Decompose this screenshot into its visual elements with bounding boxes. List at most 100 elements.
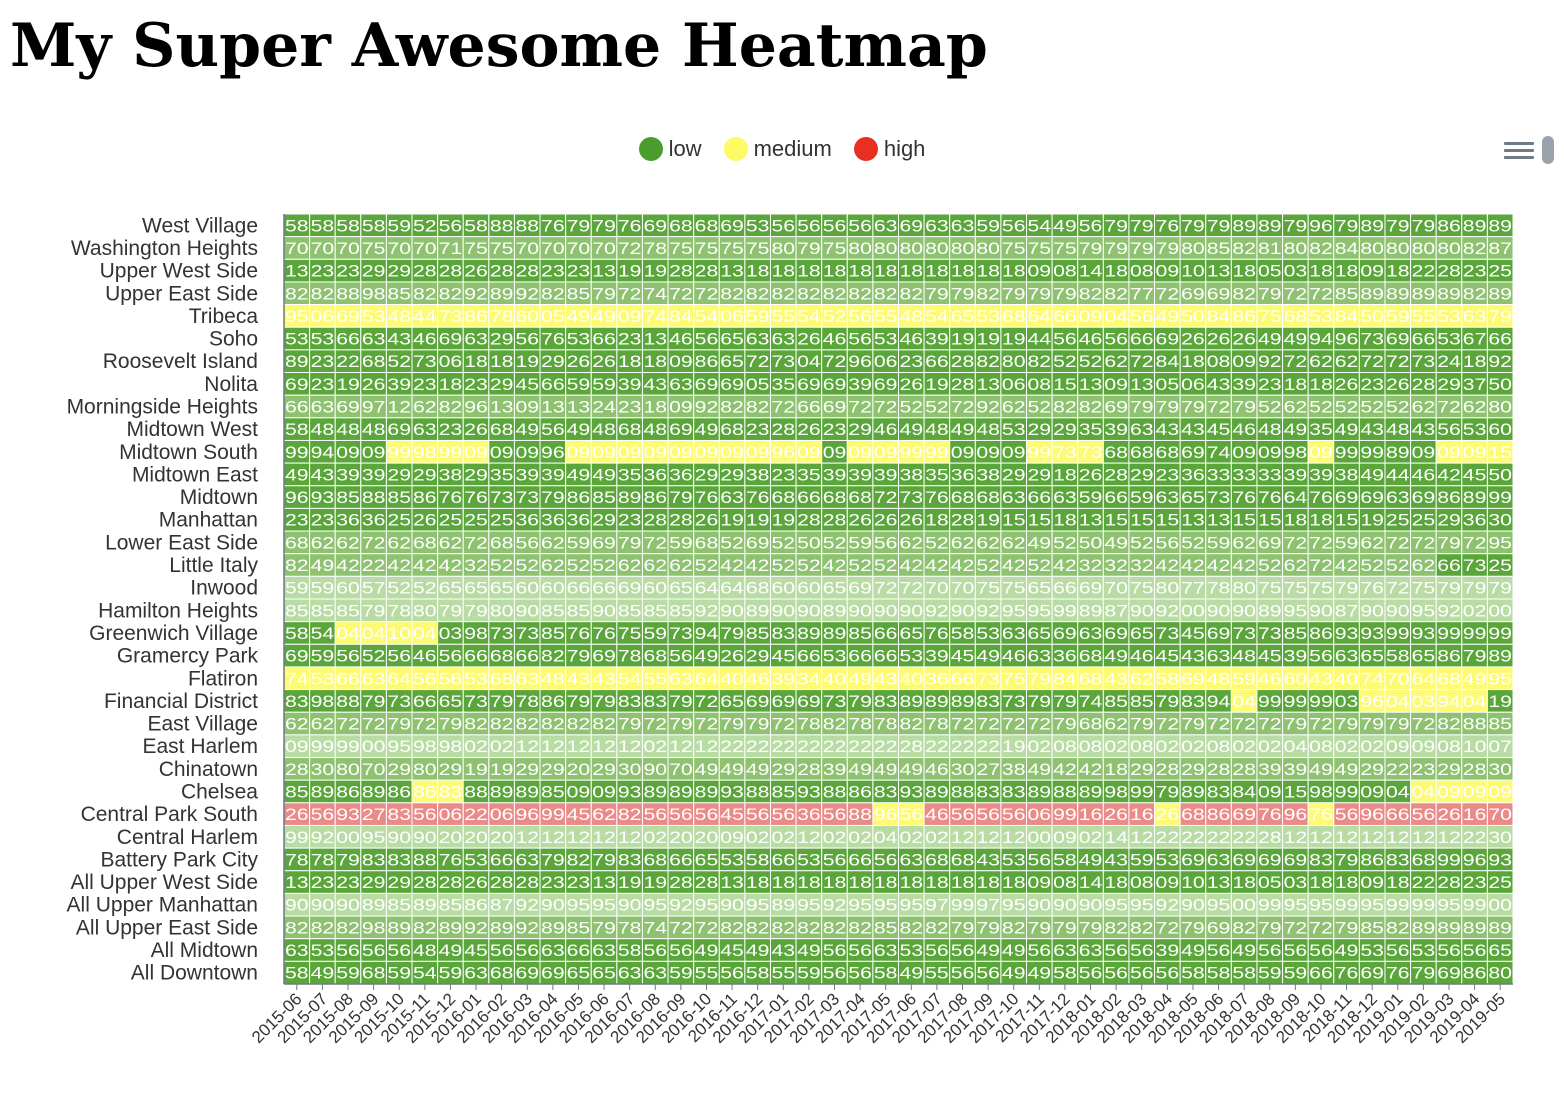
cell-label: 19 — [746, 511, 770, 530]
cell-label: 73 — [976, 669, 1000, 688]
legend-item-high[interactable]: high — [853, 136, 925, 162]
cell-label: 56 — [515, 533, 539, 552]
cell-label: 39 — [618, 375, 642, 394]
cell-label: 48 — [1386, 420, 1410, 439]
cell-label: 26 — [362, 375, 386, 394]
cell-label: 12 — [387, 398, 411, 417]
cell-label: 86 — [464, 896, 488, 915]
cell-label: 82 — [746, 398, 770, 417]
cell-label: 69 — [1258, 533, 1282, 552]
cell-label: 60 — [515, 307, 539, 326]
cell-label: 56 — [439, 216, 463, 235]
cell-label: 88 — [823, 783, 847, 802]
hamburger-menu-icon[interactable] — [1500, 136, 1536, 164]
cell-label: 82 — [413, 284, 437, 303]
cell-label: 53 — [1437, 307, 1461, 326]
cell-label: 46 — [669, 330, 693, 349]
cell-label: 12 — [669, 737, 693, 756]
cell-label: 09 — [1053, 828, 1077, 847]
cell-label: 53 — [567, 330, 591, 349]
cell-label: 85 — [541, 783, 565, 802]
cell-label: 08 — [1028, 375, 1052, 394]
cell-label: 49 — [1463, 669, 1487, 688]
cell-label: 29 — [387, 760, 411, 779]
cell-label: 95 — [1104, 896, 1128, 915]
cell-label: 75 — [490, 239, 514, 258]
cell-label: 14 — [1104, 828, 1128, 847]
cell-label: 85 — [669, 601, 693, 620]
cell-label: 92 — [1156, 896, 1180, 915]
cell-label: 93 — [1488, 850, 1512, 869]
cell-label: 09 — [1488, 783, 1512, 802]
cell-label: 79 — [490, 692, 514, 711]
cell-label: 80 — [874, 239, 898, 258]
legend-item-medium[interactable]: medium — [723, 136, 832, 162]
cell-label: 92 — [976, 601, 1000, 620]
cell-label: 62 — [669, 556, 693, 575]
cell-label: 52 — [1181, 533, 1205, 552]
legend-item-low[interactable]: low — [638, 136, 702, 162]
cell-label: 40 — [900, 669, 924, 688]
cell-label: 45 — [1156, 647, 1180, 666]
cell-label: 82 — [900, 918, 924, 937]
cell-label: 99 — [1284, 692, 1308, 711]
cell-label: 99 — [1488, 488, 1512, 507]
cell-label: 97 — [976, 896, 1000, 915]
cell-label: 88 — [336, 692, 360, 711]
cell-label: 39 — [515, 465, 539, 484]
cell-label: 69 — [1181, 284, 1205, 303]
cell-label: 70 — [1386, 669, 1410, 688]
cell-label: 66 — [1053, 579, 1077, 598]
cell-label: 02 — [925, 828, 949, 847]
cell-label: 49 — [1232, 941, 1256, 960]
cell-label: 09 — [1104, 375, 1128, 394]
cell-label: 68 — [643, 647, 667, 666]
cell-label: 56 — [1207, 941, 1231, 960]
cell-label: 22 — [1412, 262, 1436, 281]
cell-label: 96 — [541, 443, 565, 462]
cell-label: 18 — [1284, 375, 1308, 394]
cell-label: 35 — [1309, 420, 1333, 439]
cell-label: 82 — [746, 284, 770, 303]
cell-label: 60 — [541, 579, 565, 598]
cell-label: 35 — [1079, 420, 1103, 439]
cell-label: 56 — [1463, 941, 1487, 960]
cell-label: 93 — [1360, 624, 1384, 643]
cell-label: 43 — [387, 330, 411, 349]
cell-label: 35 — [490, 465, 514, 484]
y-tick-label: Midtown — [180, 486, 258, 509]
cell-label: 75 — [1258, 307, 1282, 326]
cell-label: 72 — [1309, 556, 1333, 575]
cell-label: 94 — [695, 624, 719, 643]
cell-label: 46 — [1258, 669, 1282, 688]
cell-label: 70 — [387, 239, 411, 258]
cell-label: 59 — [1335, 533, 1359, 552]
cell-label: 56 — [1309, 647, 1333, 666]
cell-label: 62 — [900, 533, 924, 552]
cell-label: 72 — [336, 715, 360, 734]
cell-label: 92 — [976, 398, 1000, 417]
cell-label: 69 — [515, 964, 539, 983]
cell-label: 54 — [413, 964, 437, 983]
cell-label: 95 — [1002, 601, 1026, 620]
cell-label: 69 — [1207, 918, 1231, 937]
cell-label: 19 — [618, 873, 642, 892]
cell-label: 99 — [1335, 783, 1359, 802]
cell-label: 72 — [1386, 533, 1410, 552]
cell-label: 04 — [1412, 783, 1436, 802]
cell-label: 95 — [387, 737, 411, 756]
cell-label: 79 — [1181, 398, 1205, 417]
y-tick-label: Upper East Side — [105, 282, 258, 305]
cell-label: 76 — [464, 488, 488, 507]
cell-label: 19 — [720, 511, 744, 530]
cell-label: 99 — [1463, 624, 1487, 643]
cell-label: 28 — [515, 262, 539, 281]
cell-label: 79 — [1386, 216, 1410, 235]
cell-label: 23 — [311, 262, 335, 281]
cell-label: 28 — [643, 511, 667, 530]
cell-label: 60 — [1284, 669, 1308, 688]
cell-label: 26 — [720, 647, 744, 666]
cell-label: 69 — [797, 375, 821, 394]
cell-label: 15 — [1053, 375, 1077, 394]
scrollbar-handle[interactable] — [1542, 136, 1554, 164]
